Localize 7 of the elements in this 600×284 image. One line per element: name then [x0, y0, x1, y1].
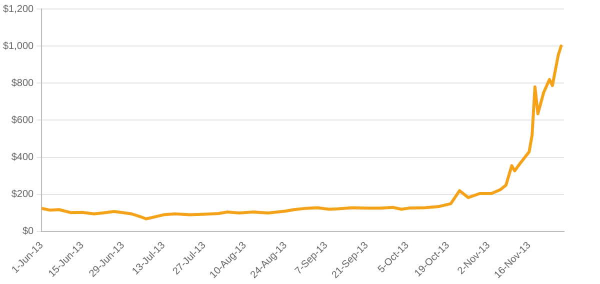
y-tick-label: $200 [11, 189, 34, 200]
y-tick-label: $1,000 [2, 40, 34, 52]
y-tick-label: $0 [22, 226, 34, 238]
y-tick-label: $400 [11, 152, 34, 164]
y-tick-label: $1,200 [2, 4, 34, 15]
y-tick-label: $600 [11, 114, 34, 126]
y-tick-label: $800 [11, 78, 34, 89]
